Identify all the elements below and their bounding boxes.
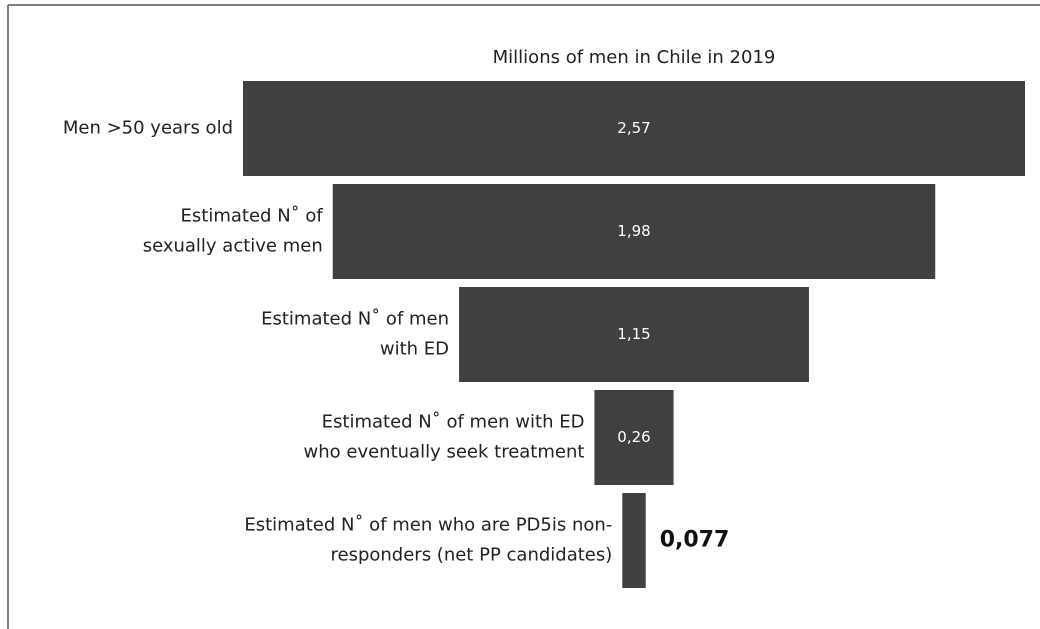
value-label: 0,077 <box>660 528 730 553</box>
funnel-bar <box>332 184 936 279</box>
value-label: 1,98 <box>617 222 650 240</box>
category-label: Men >50 years old <box>63 118 233 139</box>
category-label: responders (net PP candidates) <box>331 545 613 566</box>
category-label: Estimated N˚ of <box>181 206 324 227</box>
category-label: who eventually seek treatment <box>304 442 585 463</box>
value-label: 1,15 <box>617 325 650 343</box>
category-label: Estimated N˚ of men <box>261 309 449 330</box>
category-label: Estimated N˚ of men who are PD5is non- <box>244 515 612 536</box>
funnel-bar <box>243 81 1025 176</box>
value-label: 0,26 <box>617 428 650 446</box>
funnel-bar <box>594 390 674 485</box>
category-label: sexually active men <box>143 236 323 257</box>
funnel-bar <box>459 287 809 382</box>
funnel-bar <box>622 493 646 588</box>
chart-title: Millions of men in Chile in 2019 <box>493 47 776 68</box>
category-label: with ED <box>380 339 449 360</box>
value-label: 2,57 <box>617 119 650 137</box>
category-label: Estimated N˚ of men with ED <box>322 412 585 433</box>
